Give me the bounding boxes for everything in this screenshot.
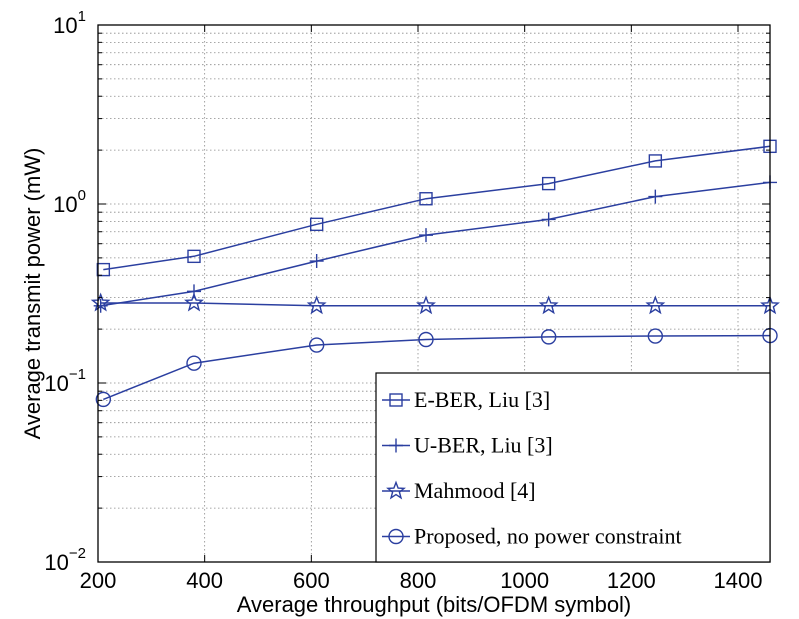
y-tick-label: 10−2 [44,545,86,575]
circle-marker [95,391,112,408]
y-tick-label: 101 [53,8,86,38]
legend-label: E-BER, Liu [3] [414,387,550,412]
legend-item: E-BER, Liu [3] [382,387,550,412]
series-line [103,334,771,401]
legend-item: Proposed, no power constraint [382,524,682,549]
plus-marker [648,189,663,204]
y-tick-label: 10−1 [44,366,86,396]
legend-label: Proposed, no power constraint [414,524,682,549]
plus-marker [419,228,433,243]
x-tick-label: 400 [186,568,223,593]
square-marker [419,192,433,206]
plus-marker [309,254,324,269]
star-marker [306,295,327,315]
legend-item: U-BER, Liu [3] [382,433,553,458]
square-marker [187,249,201,264]
legend-item: Mahmood [4] [382,478,536,503]
square-marker [541,176,556,191]
circle-marker [308,337,325,353]
star-marker [184,292,204,312]
x-tick-label: 200 [80,568,117,593]
plus-marker [389,438,403,453]
x-tick-label: 1200 [607,568,656,593]
x-axis-label: Average throughput (bits/OFDM symbol) [237,592,632,617]
series-line [103,145,771,271]
star-marker [538,295,559,315]
series-star [90,292,780,315]
circle-marker [418,331,434,348]
legend: E-BER, Liu [3] U-BER, Liu [3] Mahmood [4] P… [375,372,771,563]
star-marker [416,295,436,315]
x-tick-label: 600 [293,568,330,593]
circle-marker [647,328,664,344]
circle-marker [540,329,557,345]
x-tick-label: 1400 [714,568,763,593]
square-marker [96,262,111,277]
square-marker [648,154,663,168]
legend-box [375,372,771,563]
legend-label: Mahmood [4] [414,478,536,503]
star-marker [90,292,111,312]
series-layer [90,139,780,408]
circle-marker [388,528,404,545]
y-tick-label: 100 [53,187,86,217]
circle-marker [186,355,202,371]
series-line [100,302,770,307]
x-tick-label: 1000 [500,568,549,593]
legend-label: U-BER, Liu [3] [414,433,553,458]
star-marker [645,295,666,315]
square-marker [389,393,403,407]
star-marker [386,480,406,500]
x-tick-label: 800 [400,568,437,593]
plus-marker [541,212,556,227]
square-marker [309,217,324,232]
y-axis-label: Average transmit power (mW) [20,148,45,440]
axis-ticks: 200 400 600 800 1000 1200 1400 10−2 10−1 100 101 [44,8,770,593]
series-square [96,139,777,277]
